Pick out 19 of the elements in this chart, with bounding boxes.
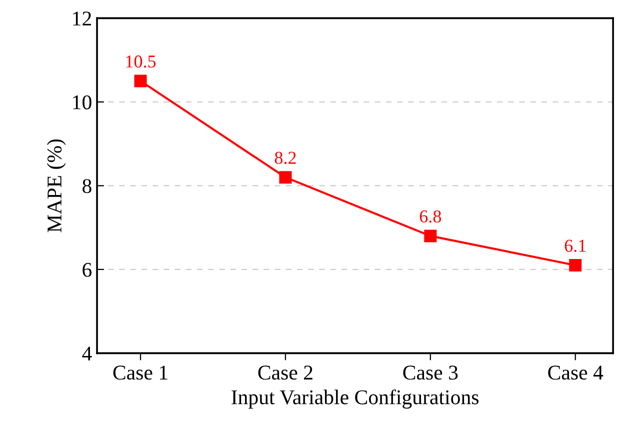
data-label: 8.2 <box>274 152 296 164</box>
point <box>424 230 437 242</box>
point <box>569 259 582 272</box>
y-tick-label: 8 <box>82 179 92 194</box>
data-label: 6.8 <box>420 210 442 223</box>
data-label: 6.1 <box>564 240 586 252</box>
data-label: 10.5 <box>126 55 156 68</box>
y-tick-label: 10 <box>73 95 92 110</box>
x-tick-label: Case 4 <box>548 366 604 380</box>
point <box>134 74 147 88</box>
y-tick-label: 12 <box>73 12 92 26</box>
x-tick-label: Case 3 <box>403 366 458 380</box>
y-axis-title: MAPE (%) <box>46 139 66 232</box>
point <box>279 171 292 184</box>
x-axis-title: Input Variable Configurations <box>232 389 478 409</box>
x-tick-label: Case 2 <box>258 366 312 380</box>
y-tick-label: 6 <box>82 262 92 277</box>
y-tick-label: 4 <box>82 346 92 360</box>
x-tick-label: Case 1 <box>113 366 168 380</box>
